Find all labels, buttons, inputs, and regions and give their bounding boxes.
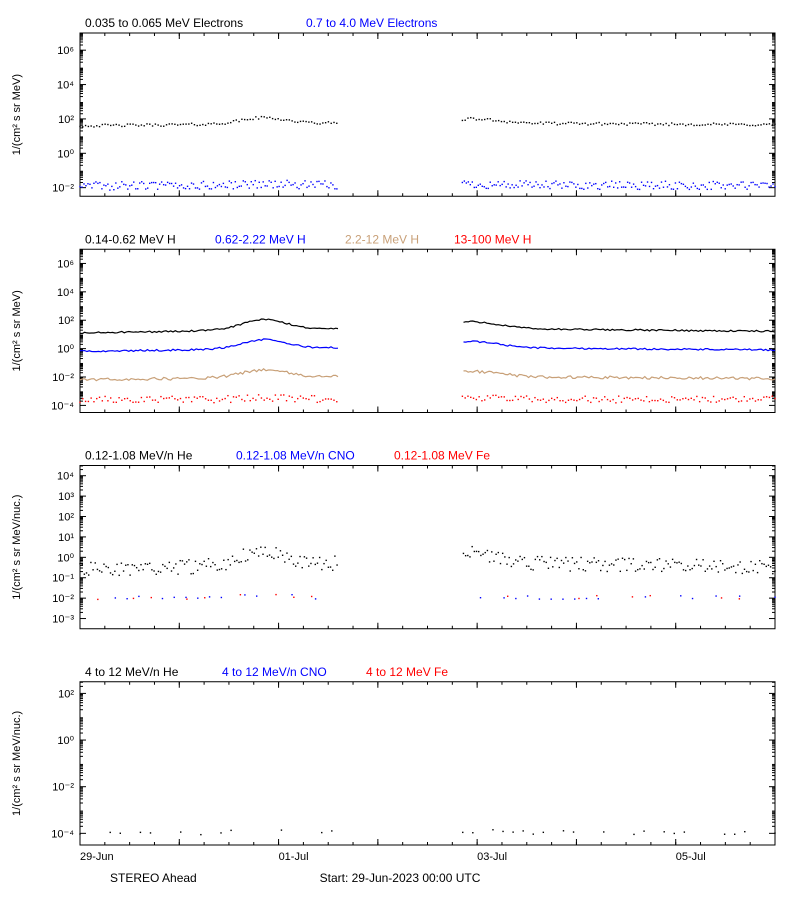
data-series <box>79 546 775 576</box>
y-tick-label: 10² <box>58 315 74 327</box>
panel-frame <box>80 33 775 196</box>
data-series <box>80 369 775 381</box>
y-axis-label: 1/(cm² s sr MeV/nuc.) <box>11 495 23 600</box>
y-tick-label: 10⁴ <box>57 471 74 483</box>
legend-label: 0.14-0.62 MeV H <box>85 232 176 246</box>
y-tick-label: 10³ <box>58 491 74 503</box>
legend-label: 0.035 to 0.065 MeV Electrons <box>85 16 243 30</box>
footer-left: STEREO Ahead <box>110 871 197 885</box>
y-tick-label: 10⁻² <box>52 183 74 195</box>
x-tick-label: 05-Jul <box>676 851 706 863</box>
legend-label: 2.2-12 MeV H <box>345 232 419 246</box>
legend-label: 4 to 12 MeV/n He <box>85 665 179 679</box>
y-tick-label: 10⁴ <box>57 287 74 299</box>
y-tick-label: 10⁰ <box>57 344 74 356</box>
data-series <box>79 116 775 128</box>
x-tick-label: 29-Jun <box>80 851 114 863</box>
y-tick-label: 10² <box>58 114 74 126</box>
legend-label: 0.12-1.08 MeV Fe <box>394 449 490 463</box>
data-series <box>79 394 775 403</box>
panel-frame <box>80 682 775 845</box>
particle-flux-plot: 0.035 to 0.065 MeV Electrons 0.7 to 4.0 M… <box>0 0 800 900</box>
y-tick-label: 10² <box>58 512 74 524</box>
y-tick-label: 10² <box>58 688 74 700</box>
x-tick-label: 03-Jul <box>477 851 507 863</box>
y-tick-label: 10⁰ <box>57 552 74 564</box>
y-tick-label: 10⁻² <box>52 593 74 605</box>
legend-label: 0.12-1.08 MeV/n CNO <box>236 449 355 463</box>
x-tick-label: 01-Jul <box>279 851 309 863</box>
y-axis-label: 1/(cm² s sr MeV) <box>11 290 23 371</box>
y-tick-label: 10⁴ <box>57 80 74 92</box>
data-series <box>115 594 776 600</box>
y-axis-label: 1/(cm² s sr MeV) <box>11 74 23 155</box>
footer-center: Start: 29-Jun-2023 00:00 UTC <box>320 871 481 885</box>
legend-label: 13-100 MeV H <box>454 232 531 246</box>
data-series <box>79 180 775 191</box>
data-series <box>97 594 740 600</box>
y-tick-label: 10⁻³ <box>52 614 74 626</box>
legend-label: 4 to 12 MeV Fe <box>366 665 448 679</box>
y-tick-label: 10⁻² <box>52 372 74 384</box>
y-tick-label: 10⁻² <box>52 782 74 794</box>
y-tick-label: 10⁶ <box>57 45 74 57</box>
legend-label: 4 to 12 MeV/n CNO <box>222 665 327 679</box>
legend-label: 0.62-2.22 MeV H <box>215 232 306 246</box>
y-tick-label: 10⁰ <box>57 735 74 747</box>
data-series <box>79 829 775 835</box>
data-series <box>80 319 775 334</box>
y-tick-label: 10⁻¹ <box>52 573 74 585</box>
panel-frame <box>80 466 775 629</box>
legend-label: 0.12-1.08 MeV/n He <box>85 449 193 463</box>
y-tick-label: 10⁻⁴ <box>51 400 74 412</box>
y-tick-label: 10⁻⁴ <box>51 828 74 840</box>
y-tick-label: 10¹ <box>58 532 74 544</box>
y-axis-label: 1/(cm² s sr MeV/nuc.) <box>11 711 23 816</box>
legend-label: 0.7 to 4.0 MeV Electrons <box>306 16 437 30</box>
y-tick-label: 10⁶ <box>57 258 74 270</box>
y-tick-label: 10⁰ <box>57 148 74 160</box>
data-series <box>80 339 775 352</box>
